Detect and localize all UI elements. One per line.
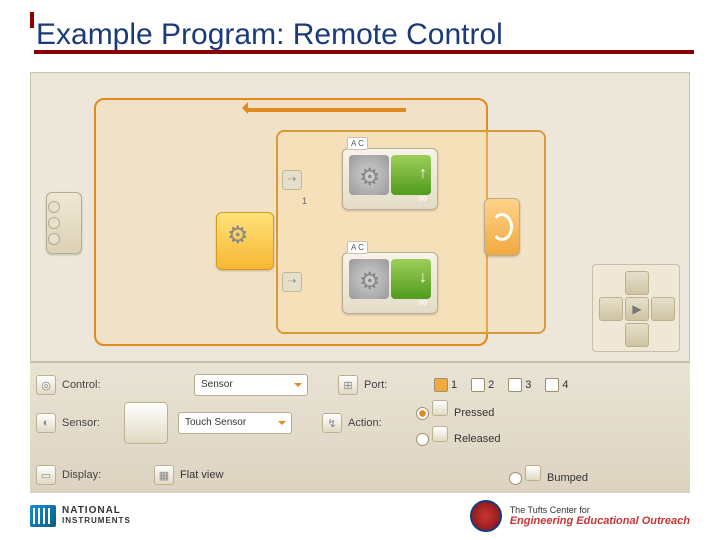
motor-block-top[interactable]: A C ↑ ∞	[342, 148, 438, 210]
direction-down-icon: ↓	[419, 269, 427, 287]
sensor-label: Sensor:	[62, 417, 124, 429]
display-icon: ▭	[36, 465, 56, 485]
title-rule	[30, 12, 34, 28]
sensor-select[interactable]: Touch Sensor	[178, 412, 292, 434]
sequence-start-block[interactable]	[46, 192, 82, 254]
footer-logos: NATIONAL INSTRUMENTS The Tufts Center fo…	[30, 496, 690, 536]
port-label: Port:	[364, 379, 426, 391]
infinity-icon: ∞	[418, 295, 427, 309]
ni-logo: NATIONAL INSTRUMENTS	[30, 505, 131, 527]
action-pressed-radio[interactable]	[416, 407, 429, 420]
navigator-minimap[interactable]: ▶	[592, 264, 680, 352]
action-bumped-radio[interactable]	[509, 472, 522, 485]
switch-branch-true-icon: ⇢	[282, 170, 302, 190]
infinity-icon: ∞	[418, 191, 427, 205]
play-icon[interactable]: ▶	[625, 297, 649, 321]
touch-sensor-block[interactable]	[216, 212, 274, 270]
pressed-icon	[432, 400, 448, 416]
control-icon: ◎	[36, 375, 56, 395]
port-3-checkbox[interactable]	[508, 378, 522, 392]
port-4-checkbox[interactable]	[545, 378, 559, 392]
slide-title: Example Program: Remote Control	[36, 18, 503, 52]
display-label: Display:	[62, 469, 124, 481]
display-value: Flat view	[180, 469, 223, 481]
port-icon: ⊞	[338, 375, 358, 395]
control-select[interactable]: Sensor	[194, 374, 308, 396]
motor-block-bottom[interactable]: A C ↓ ∞	[342, 252, 438, 314]
port-1-checkbox[interactable]	[434, 378, 448, 392]
tufts-seal-icon	[470, 500, 502, 532]
loop-arrow-icon	[246, 108, 406, 126]
flat-view-icon: ▦	[154, 465, 174, 485]
config-panel: ◎ Control: Sensor ⊞ Port: 1 2 3 4 ◐ Sens…	[30, 362, 690, 493]
released-icon	[432, 426, 448, 442]
sensor-preview-icon	[124, 402, 168, 444]
program-canvas[interactable]: ⇢ 1 ⇢ A C ↑ ∞ A C ↓ ∞	[30, 72, 690, 362]
sensor-icon: ◐	[36, 413, 56, 433]
switch-index-label: 1	[302, 196, 307, 206]
tufts-logo: The Tufts Center for Engineering Educati…	[470, 500, 690, 532]
motor-ports-badge: A C	[347, 241, 368, 254]
direction-up-icon: ↑	[419, 165, 427, 183]
switch-branch-false-icon: ⇢	[282, 272, 302, 292]
motor-ports-badge: A C	[347, 137, 368, 150]
bumped-icon	[525, 465, 541, 481]
port-checkboxes: 1 2 3 4	[434, 378, 569, 392]
action-label: Action:	[348, 417, 410, 429]
loop-block[interactable]: ⇢ 1 ⇢ A C ↑ ∞ A C ↓ ∞	[94, 98, 488, 346]
loop-end-block[interactable]	[484, 198, 520, 256]
gear-icon	[349, 155, 389, 195]
port-2-checkbox[interactable]	[471, 378, 485, 392]
control-label: Control:	[62, 379, 124, 391]
ni-mark-icon	[30, 505, 56, 527]
action-icon: ↯	[322, 413, 342, 433]
gear-icon	[349, 259, 389, 299]
action-released-radio[interactable]	[416, 433, 429, 446]
